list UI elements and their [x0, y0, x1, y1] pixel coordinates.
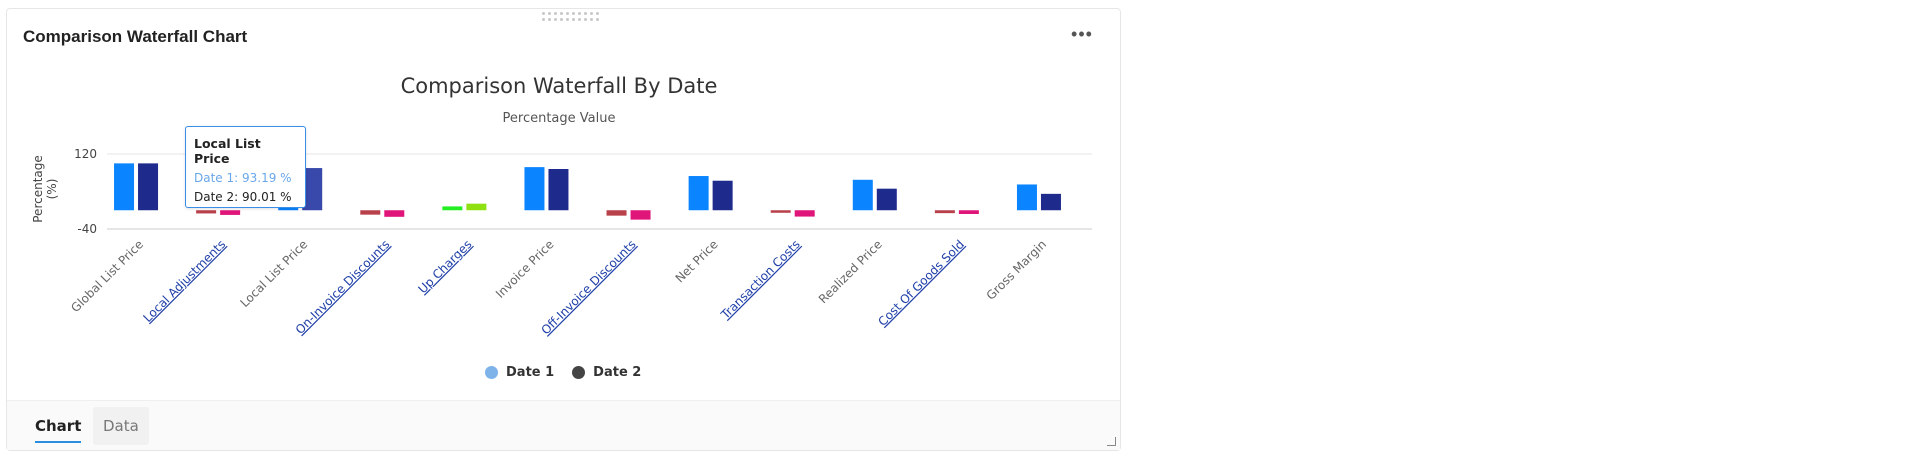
bar-1-net-price[interactable] — [688, 176, 709, 211]
tab-chart[interactable]: Chart — [25, 407, 91, 445]
tooltip-date1-value: Date 1: 93.19 % — [194, 171, 292, 185]
bar-2-local-adjustments[interactable] — [220, 210, 241, 215]
chart-title: Comparison Waterfall By Date — [401, 74, 718, 98]
drag-dot — [572, 18, 575, 21]
bar-1-on-invoice-discounts[interactable] — [360, 210, 381, 215]
y-tick-label: -40 — [77, 222, 97, 236]
more-options-button[interactable]: ••• — [1071, 24, 1093, 44]
bar-2-transaction-costs[interactable] — [794, 210, 815, 217]
drag-dot — [578, 18, 581, 21]
y-axis-title-line-2: (%) — [45, 179, 59, 200]
x-axis-label-net-price: Net Price — [673, 237, 721, 285]
bar-1-gross-margin[interactable] — [1016, 184, 1037, 211]
y-axis-title-line-1: Percentage — [31, 155, 45, 223]
bar-2-off-invoice-discounts[interactable] — [630, 210, 651, 220]
x-axis-label-invoice-price: Invoice Price — [493, 237, 557, 301]
tab-data[interactable]: Data — [93, 407, 149, 445]
bar-2-net-price[interactable] — [712, 180, 733, 211]
chart-tooltip: Local List Price Date 1: 93.19 % Date 2:… — [185, 126, 306, 208]
chart-legend: Date 1 Date 2 — [485, 365, 659, 380]
x-axis-label-global-list-price: Global List Price — [68, 237, 146, 315]
bar-1-global-list-price[interactable] — [114, 163, 135, 211]
tooltip-date2-value: Date 2: 90.01 % — [194, 190, 292, 204]
x-axis-label-transaction-costs[interactable]: Transaction Costs — [718, 237, 803, 322]
tooltip-title: Local List Price — [194, 136, 261, 166]
y-axis-ticks: 120 -40 — [74, 147, 97, 236]
bar-2-realized-price[interactable] — [876, 188, 897, 211]
drag-dot — [566, 12, 569, 15]
bar-2-global-list-price[interactable] — [138, 163, 159, 211]
drag-dot — [572, 12, 575, 15]
x-axis-label-gross-margin: Gross Margin — [984, 237, 1049, 302]
drag-dot — [554, 12, 557, 15]
bar-1-up-charges[interactable] — [442, 206, 463, 211]
x-axis-label-off-invoice-discounts[interactable]: Off-Invoice Discounts — [538, 237, 638, 337]
legend-item-date-2[interactable]: Date 2 — [572, 365, 641, 380]
bar-2-invoice-price[interactable] — [548, 169, 569, 211]
x-axis-label-realized-price: Realized Price — [816, 237, 885, 306]
drag-dot — [560, 12, 563, 15]
legend-item-date-1[interactable]: Date 1 — [485, 365, 554, 380]
drag-dot — [596, 18, 599, 21]
drag-handle-icon[interactable] — [542, 12, 599, 22]
bar-1-invoice-price[interactable] — [524, 167, 545, 211]
bar-2-on-invoice-discounts[interactable] — [384, 210, 405, 217]
bar-2-cost-of-goods-sold[interactable] — [958, 210, 979, 214]
legend-label-date-2: Date 2 — [593, 365, 642, 380]
drag-dot — [548, 12, 551, 15]
drag-dot — [596, 12, 599, 15]
legend-marker-date-1 — [485, 366, 498, 379]
bar-1-off-invoice-discounts[interactable] — [606, 210, 627, 216]
resize-handle-icon[interactable] — [1107, 437, 1116, 446]
legend-marker-date-2 — [572, 366, 586, 379]
bar-2-gross-margin[interactable] — [1040, 193, 1061, 211]
x-axis-label-on-invoice-discounts[interactable]: On-Invoice Discounts — [293, 237, 393, 337]
bar-2-local-list-price[interactable] — [302, 168, 323, 211]
drag-dot — [584, 12, 587, 15]
drag-dot — [542, 12, 545, 15]
drag-dot — [542, 18, 545, 21]
bar-2-up-charges[interactable] — [466, 203, 487, 211]
bar-1-realized-price[interactable] — [852, 179, 873, 211]
drag-dot — [584, 18, 587, 21]
x-axis-label-local-list-price: Local List Price — [238, 237, 311, 310]
bar-1-transaction-costs[interactable] — [770, 210, 791, 213]
drag-dot — [590, 12, 593, 15]
drag-dot — [566, 18, 569, 21]
legend-label-date-1: Date 1 — [506, 365, 555, 380]
drag-dot — [560, 18, 563, 21]
x-axis-label-up-charges[interactable]: Up Charges — [415, 237, 474, 296]
chart-card: Comparison Waterfall Chart ••• Compariso… — [6, 8, 1121, 451]
drag-dot — [548, 18, 551, 21]
drag-dot — [590, 18, 593, 21]
drag-dot — [554, 18, 557, 21]
drag-dot — [578, 12, 581, 15]
bar-1-local-adjustments[interactable] — [196, 210, 217, 214]
waterfall-chart: Comparison Waterfall By Date Percentage … — [31, 74, 1092, 337]
chart-subtitle: Percentage Value — [503, 111, 616, 126]
card-title: Comparison Waterfall Chart — [23, 27, 248, 46]
y-axis-title: Percentage (%) — [31, 155, 59, 223]
view-tabs: Chart Data — [7, 400, 1120, 450]
x-axis-label-local-adjustments[interactable]: Local Adjustments — [141, 237, 229, 325]
x-axis-label-cost-of-goods-sold[interactable]: Cost Of Goods Sold — [875, 237, 967, 329]
bar-1-cost-of-goods-sold[interactable] — [934, 210, 955, 214]
y-tick-label: 120 — [74, 147, 97, 161]
